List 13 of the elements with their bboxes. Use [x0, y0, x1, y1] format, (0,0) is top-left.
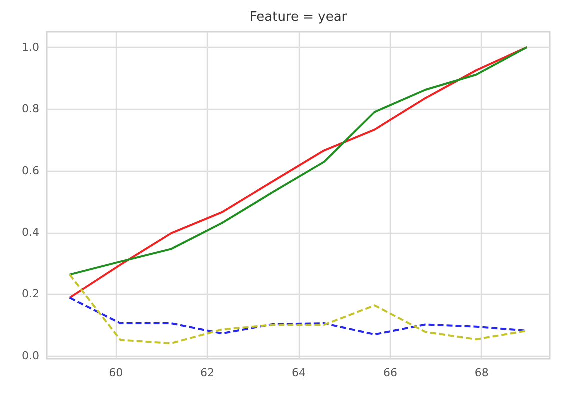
x-tick-label: 66 — [383, 366, 398, 380]
y-tick-label: 0.8 — [22, 102, 40, 116]
y-tick-label: 0.2 — [22, 288, 40, 301]
y-tick-label: 0.6 — [22, 164, 40, 178]
y-tick-label: 0.0 — [22, 349, 40, 362]
x-tick-label: 68 — [474, 366, 489, 380]
y-tick-label: 1.0 — [22, 40, 40, 54]
line-series — [68, 274, 528, 345]
x-tick-label: 62 — [200, 366, 215, 380]
chart-title: Feature = year — [250, 10, 348, 25]
x-tick-label: 64 — [292, 366, 306, 380]
y-tick-label: 0.4 — [22, 226, 40, 240]
x-tick-label: 60 — [109, 366, 124, 380]
